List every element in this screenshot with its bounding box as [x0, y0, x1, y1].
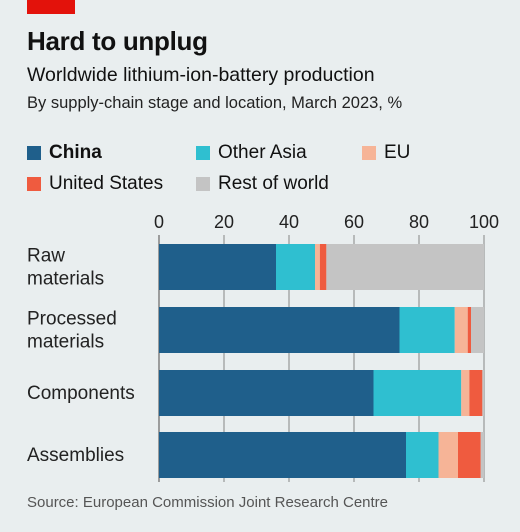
- chart-caption: By supply-chain stage and location, Marc…: [27, 94, 403, 112]
- bar-segment: [326, 244, 484, 290]
- category-label: Processed materials: [27, 309, 117, 353]
- bar-segment: [406, 432, 439, 478]
- bar-segment: [461, 370, 470, 416]
- category-label-line: Processed: [27, 309, 117, 330]
- bar-segment: [399, 307, 455, 353]
- category-label: Components: [27, 383, 135, 404]
- legend-swatch-other-asia: [196, 146, 210, 160]
- legend-item-united-states: United States: [27, 173, 163, 195]
- legend-swatch-eu: [362, 146, 376, 160]
- bar-segment: [159, 432, 406, 478]
- bar-segment: [471, 307, 484, 353]
- legend-label-rest-of-world: Rest of world: [218, 173, 329, 194]
- x-tick-label: 100: [469, 212, 499, 232]
- legend-item-rest-of-world: Rest of world: [196, 173, 329, 195]
- bar-segment: [159, 244, 276, 290]
- legend-label-other-asia: Other Asia: [218, 142, 307, 163]
- category-label-line: Components: [27, 383, 135, 404]
- bar-segment: [373, 370, 462, 416]
- bar-segment: [315, 244, 320, 290]
- x-tick-label: 80: [409, 212, 429, 232]
- legend-label-eu: EU: [384, 142, 411, 163]
- brand-tag: [27, 0, 75, 14]
- chart-title: Hard to unplug: [27, 26, 208, 56]
- bar-segment: [276, 244, 315, 290]
- bar-segment: [469, 370, 483, 416]
- x-tick-label: 0: [154, 212, 164, 232]
- legend-swatch-united-states: [27, 177, 41, 191]
- legend-swatch-rest-of-world: [196, 177, 210, 191]
- category-label-line: Raw: [27, 246, 65, 267]
- category-label: Assemblies: [27, 445, 124, 466]
- legend-swatch-china: [27, 146, 41, 160]
- category-label: Raw materials: [27, 246, 104, 290]
- bar-segment: [458, 432, 481, 478]
- legend-label-china: China: [49, 142, 102, 163]
- bar-segment: [159, 307, 400, 353]
- bar-segment: [159, 370, 374, 416]
- bar-segment: [480, 432, 484, 478]
- bar-segment: [454, 307, 468, 353]
- category-label-line: materials: [27, 269, 104, 290]
- bar-segment: [438, 432, 458, 478]
- bar-segment: [467, 307, 471, 353]
- legend-label-united-states: United States: [49, 173, 164, 194]
- bar-segment: [482, 370, 484, 416]
- chart-subtitle: Worldwide lithium-ion-battery production: [27, 64, 375, 86]
- source-note: Source: European Commission Joint Resear…: [27, 494, 389, 511]
- x-tick-label: 20: [214, 212, 234, 232]
- x-tick-label: 60: [344, 212, 364, 232]
- category-label-line: Assemblies: [27, 445, 124, 466]
- legend-item-eu: EU: [362, 142, 410, 164]
- category-label-line: materials: [27, 332, 104, 353]
- bar-segment: [319, 244, 327, 290]
- x-tick-label: 40: [279, 212, 299, 232]
- legend-item-other-asia: Other Asia: [196, 142, 307, 164]
- legend-item-china: China: [27, 142, 102, 164]
